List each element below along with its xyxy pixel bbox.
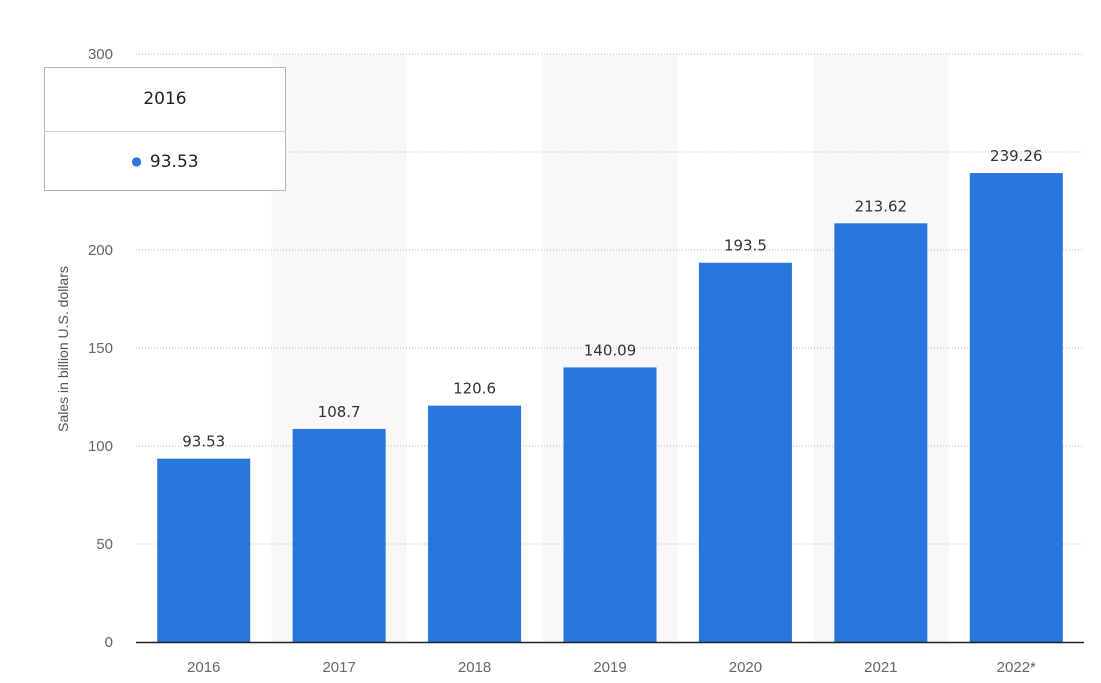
bar-value-label: 239.26 bbox=[990, 147, 1043, 165]
bar-value-labels: 93.53 108.7 120.6 140.09 193.5 213.62 239.26 bbox=[182, 147, 1042, 451]
tooltip-bullet-icon: ● bbox=[131, 154, 142, 168]
bar bbox=[157, 458, 251, 642]
bar-value-label: 93.53 bbox=[182, 433, 225, 451]
bar bbox=[698, 262, 792, 642]
bar-value-label: 108.7 bbox=[318, 403, 361, 421]
bar-value-label: 140.09 bbox=[584, 341, 637, 359]
x-tick-label: 2020 bbox=[729, 659, 762, 676]
x-tick-label: 2019 bbox=[593, 659, 626, 676]
y-tick-label: 0 bbox=[105, 634, 113, 651]
tooltip-title: 2016 bbox=[45, 68, 285, 132]
y-tick-label: 50 bbox=[96, 536, 113, 553]
y-tick-label: 200 bbox=[88, 242, 113, 259]
x-tick-label: 2022* bbox=[997, 659, 1036, 676]
y-tick-label: 300 bbox=[88, 46, 113, 63]
x-tick-label: 2017 bbox=[322, 659, 355, 676]
tooltip-value-row: ● 93.53 bbox=[45, 132, 285, 190]
tooltip-value: 93.53 bbox=[149, 152, 199, 172]
x-tick-label: 2021 bbox=[864, 659, 897, 676]
bar bbox=[969, 173, 1063, 642]
y-axis: 0 50 100 150 200 300 bbox=[88, 46, 113, 651]
bar bbox=[834, 223, 928, 642]
bar bbox=[292, 428, 386, 642]
bar-value-label: 193.5 bbox=[724, 237, 767, 255]
bar bbox=[428, 405, 522, 642]
bar bbox=[563, 367, 657, 642]
y-axis-title: Sales in billion U.S. dollars bbox=[55, 266, 71, 432]
y-tick-label: 150 bbox=[88, 340, 113, 357]
bar-value-label: 213.62 bbox=[855, 197, 908, 215]
bars bbox=[157, 173, 1063, 642]
x-tick-label: 2016 bbox=[187, 659, 220, 676]
x-axis: 2016 2017 2018 2019 2020 2021 2022* bbox=[136, 641, 1084, 676]
bar-value-label: 120.6 bbox=[453, 380, 496, 398]
y-tick-label: 100 bbox=[88, 438, 113, 455]
tooltip: 2016 ● 93.53 bbox=[44, 67, 286, 191]
x-tick-label: 2018 bbox=[458, 659, 491, 676]
